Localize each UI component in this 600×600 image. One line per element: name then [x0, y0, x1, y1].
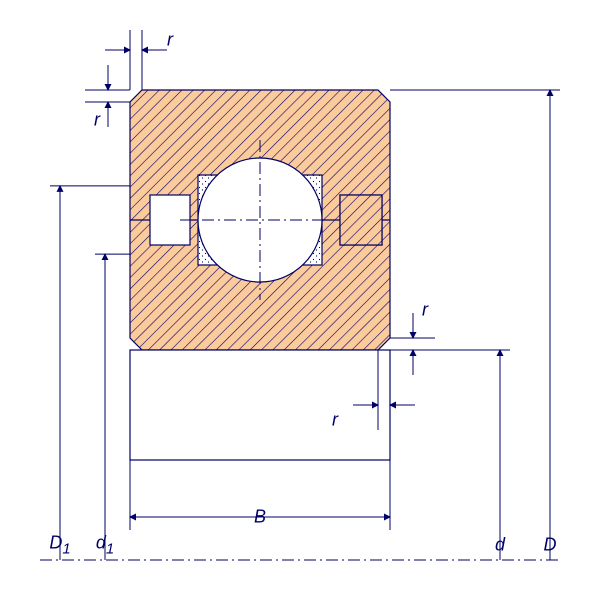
label-d: d — [495, 535, 505, 556]
label-D1: D1 — [49, 533, 70, 558]
label-r-bot-h: r — [332, 410, 338, 431]
diagram-svg — [0, 0, 600, 600]
label-r-bot-v: r — [422, 300, 428, 321]
label-D: D — [544, 535, 557, 556]
label-r-top-v: r — [94, 110, 100, 131]
label-B: B — [254, 507, 266, 528]
label-r-top-h: r — [167, 30, 173, 51]
label-d1: d1 — [96, 533, 114, 558]
bearing-cross-section: r r r r B d D d1 D1 — [0, 0, 600, 600]
